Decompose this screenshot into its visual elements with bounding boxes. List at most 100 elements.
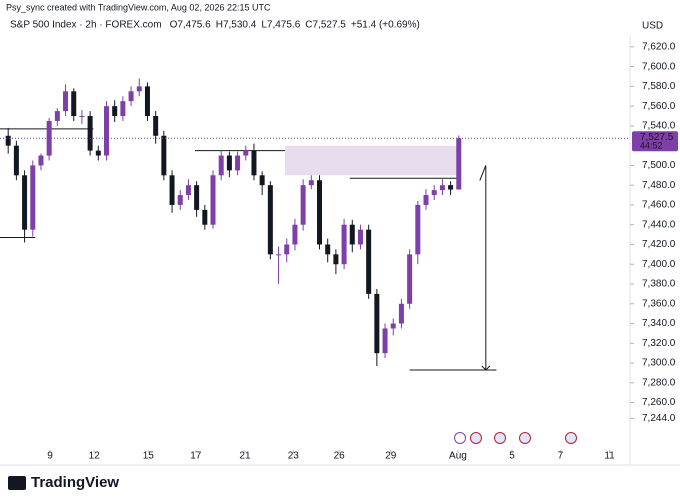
y-tick-label: 7,380.0 bbox=[642, 279, 676, 290]
candle-body bbox=[38, 155, 44, 166]
watermark: Psy_sync created with TradingView.com, A… bbox=[6, 2, 271, 12]
candle-body bbox=[382, 328, 388, 354]
legend-value: 7,530.4 bbox=[223, 20, 257, 31]
event-icon[interactable] bbox=[494, 432, 506, 444]
y-tick-label: 7,420.0 bbox=[642, 239, 676, 250]
candle-body bbox=[185, 185, 191, 196]
legend-key: H bbox=[216, 20, 223, 31]
candle-body bbox=[456, 138, 462, 190]
candle-body bbox=[104, 106, 110, 156]
y-tick-label: 7,244.0 bbox=[642, 413, 676, 424]
x-tick-label: 7 bbox=[558, 451, 564, 462]
x-tick-label: Aug bbox=[449, 451, 467, 462]
candle-body bbox=[226, 155, 232, 171]
candle-body bbox=[128, 91, 134, 102]
candle-body bbox=[325, 244, 331, 255]
candle-body bbox=[235, 155, 241, 171]
candle-body bbox=[144, 86, 150, 117]
event-icon[interactable] bbox=[519, 432, 531, 444]
candle-body bbox=[317, 180, 323, 245]
candle-body bbox=[87, 116, 93, 151]
candle-body bbox=[366, 229, 372, 294]
y-tick-label: 7,300.0 bbox=[642, 358, 676, 369]
y-tick-label: 7,280.0 bbox=[642, 377, 676, 388]
candle-body bbox=[251, 150, 257, 176]
y-tick-label: 7,320.0 bbox=[642, 338, 676, 349]
y-tick-label: 7,360.0 bbox=[642, 298, 676, 309]
candle-body bbox=[259, 175, 265, 186]
candle-body bbox=[431, 190, 437, 196]
event-icons bbox=[454, 432, 577, 444]
candle-body bbox=[333, 254, 339, 265]
candle-body bbox=[292, 224, 298, 245]
candle-body bbox=[423, 195, 429, 205]
candle-body bbox=[218, 155, 224, 176]
arrow bbox=[479, 165, 491, 371]
y-tick-label: 7,500.0 bbox=[642, 160, 676, 171]
y-tick-label: 7,340.0 bbox=[642, 318, 676, 329]
x-tick-label: 15 bbox=[143, 451, 155, 462]
event-icon[interactable] bbox=[454, 432, 466, 444]
candle-body bbox=[300, 185, 306, 225]
candle-body bbox=[243, 150, 249, 156]
candle-body bbox=[267, 185, 273, 255]
candle-body bbox=[284, 244, 290, 255]
x-tick-label: 23 bbox=[288, 451, 300, 462]
candle-body bbox=[177, 195, 183, 205]
symbol: S&P 500 Index · 2h · FOREX.com bbox=[10, 20, 162, 31]
last-price-box bbox=[632, 131, 678, 152]
last-price-label: 7,527.5 bbox=[640, 132, 674, 143]
candle-body bbox=[374, 293, 380, 354]
candle-body bbox=[210, 175, 216, 225]
x-tick-label: 17 bbox=[190, 451, 202, 462]
candle-body bbox=[398, 303, 404, 324]
candle-body bbox=[276, 254, 282, 256]
candle-body bbox=[153, 116, 159, 136]
y-tick-label: 7,260.0 bbox=[642, 397, 676, 408]
candle-body bbox=[112, 106, 118, 117]
candle-body bbox=[202, 209, 208, 225]
candle-body bbox=[54, 111, 60, 121]
candle-body bbox=[349, 224, 355, 245]
currency: USD bbox=[642, 21, 663, 32]
x-tick-label: 5 bbox=[509, 451, 515, 462]
candle-body bbox=[169, 175, 175, 205]
y-tick-label: 7,620.0 bbox=[642, 41, 676, 52]
candle-body bbox=[415, 204, 421, 255]
y-tick-label: 7,560.0 bbox=[642, 101, 676, 112]
y-tick-label: 7,460.0 bbox=[642, 200, 676, 211]
candle-body bbox=[448, 185, 454, 190]
legend-key: O bbox=[170, 20, 178, 31]
candle-body bbox=[79, 116, 85, 118]
candle-body bbox=[71, 91, 77, 117]
legend-value: 7,475.6 bbox=[177, 20, 211, 31]
drawings bbox=[0, 128, 497, 371]
candle-body bbox=[407, 254, 413, 304]
x-tick-label: 29 bbox=[385, 451, 397, 462]
y-tick-label: 7,580.0 bbox=[642, 81, 676, 92]
candle-body bbox=[30, 165, 36, 230]
brand: TradingView bbox=[31, 474, 119, 491]
candle-body bbox=[120, 101, 126, 117]
candle-body bbox=[95, 150, 101, 156]
legend-value: 7,527.5 bbox=[313, 20, 347, 31]
logo-mark bbox=[8, 476, 26, 490]
x-tick-label: 21 bbox=[239, 451, 251, 462]
candle-body bbox=[46, 120, 52, 156]
candle-body bbox=[22, 175, 28, 230]
y-tick-label: 7,600.0 bbox=[642, 61, 676, 72]
zone bbox=[285, 145, 458, 176]
event-icon[interactable] bbox=[470, 432, 482, 444]
countdown: 44:52 bbox=[640, 141, 663, 151]
event-icon[interactable] bbox=[565, 432, 577, 444]
brand-logo: TradingView bbox=[8, 474, 119, 491]
candle-body bbox=[13, 145, 19, 176]
candle-body bbox=[308, 180, 314, 186]
candle-body bbox=[341, 224, 347, 265]
legend-key: L bbox=[261, 20, 267, 31]
candle-body bbox=[5, 135, 11, 146]
y-tick-label: 7,440.0 bbox=[642, 219, 676, 230]
legend-change: +51.4 (+0.69%) bbox=[351, 20, 420, 31]
candle-body bbox=[357, 229, 363, 245]
